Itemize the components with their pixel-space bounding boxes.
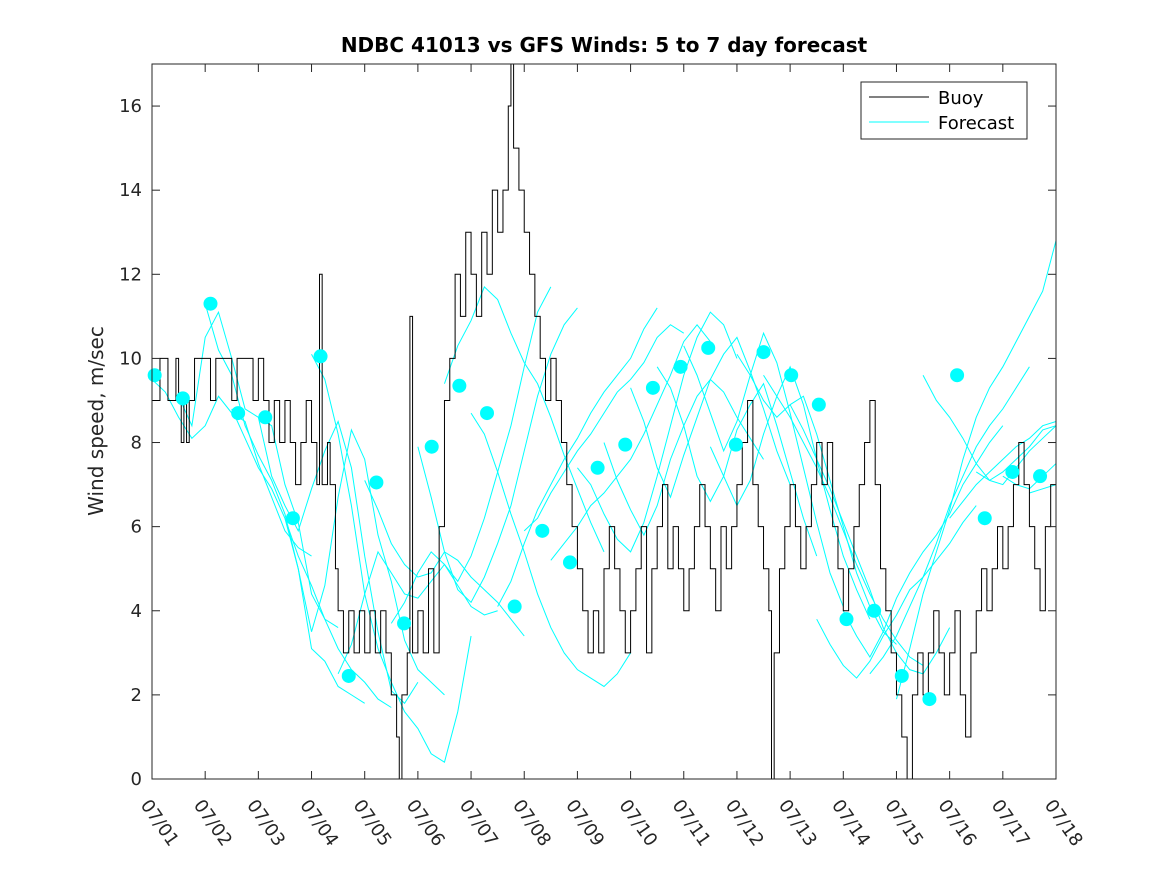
forecast-line [417,307,578,604]
x-tick-label: 07/16 [934,796,981,851]
forecast-start-marker [480,406,495,421]
forecast-start-marker [784,368,799,383]
y-tick-label: 4 [131,601,142,622]
x-tick-label: 07/04 [295,796,342,851]
forecast-line [443,286,605,553]
forecast-start-marker [950,368,965,383]
forecast-line [231,408,392,708]
legend-label-buoy: Buoy [938,88,984,109]
forecast-line [656,366,818,557]
y-axis: 0 2 4 6 8 10 12 14 16 [119,96,1056,790]
forecast-start-marker [645,380,660,395]
x-tick-label: 07/14 [827,796,874,851]
forecast-start-marker [424,439,439,454]
y-tick-label: 0 [131,769,142,790]
y-tick-label: 12 [119,264,142,285]
forecast-start-marker [285,511,300,526]
forecast-start-marker [756,345,771,360]
forecast-line [683,331,844,607]
forecast-line [337,550,498,675]
buoy-series [152,63,1057,780]
forecast-start-marker [452,378,467,393]
x-tick-label: 07/08 [508,796,555,851]
legend-box [860,81,1028,140]
forecast-start-markers [147,296,1048,707]
forecast-start-marker [701,340,716,355]
x-tick-label: 07/01 [136,796,183,851]
forecast-start-marker [203,296,218,311]
y-axis-label: Wind speed, m/sec [84,326,108,516]
forecast-line [284,428,445,696]
forecast-line [763,374,924,666]
forecast-start-marker [562,555,577,570]
x-tick-label: 07/05 [349,796,396,851]
forecast-start-marker [147,368,162,383]
x-tick-label: 07/09 [561,796,608,851]
forecast-start-marker [369,475,384,490]
forecast-start-marker [811,397,826,412]
chart-title: NDBC 41013 vs GFS Winds: 5 to 7 day fore… [341,33,868,57]
y-tick-label: 6 [131,517,142,538]
forecast-line [497,307,658,607]
forecast-start-marker [507,599,522,614]
forecast-start-marker [977,511,992,526]
forecast-start-marker [839,612,854,627]
plot-frame [151,63,1057,780]
forecast-line [869,366,1030,675]
y-tick-label: 8 [131,433,142,454]
forecast-line [895,240,1057,700]
forecast-start-marker [258,410,273,425]
forecast-start-marker [175,391,190,406]
legend: Buoy Forecast [860,81,1028,140]
forecast-start-marker [341,668,356,683]
forecast-line [630,336,791,499]
forecast-start-marker [922,692,937,707]
x-tick-label: 07/02 [189,796,236,851]
forecast-start-marker [867,603,882,618]
forecast-start-marker [231,406,246,421]
x-tick-label: 07/13 [774,796,821,851]
plot-area [152,64,1056,779]
forecast-line [1029,484,1057,494]
forecast-line [577,311,738,553]
x-tick-label: 07/11 [668,796,715,851]
forecast-start-marker [397,616,412,631]
x-tick-label: 07/03 [242,796,289,851]
forecast-start-marker [590,460,605,475]
forecast-line [523,324,685,532]
forecast-line [949,421,1057,519]
x-tick-label: 07/06 [402,796,449,851]
legend-label-forecast: Forecast [938,113,1014,134]
x-tick-label: 07/12 [721,796,768,851]
forecast-start-marker [535,523,550,538]
forecast-start-marker [1033,469,1048,484]
forecast-start-marker [618,437,633,452]
buoy-line-path [152,63,1057,780]
y-tick-label: 16 [119,96,142,117]
forecast-start-marker [673,359,688,374]
x-tick-label: 07/15 [880,796,927,851]
y-tick-label: 14 [119,180,142,201]
x-tick-label: 07/17 [987,796,1034,851]
y-tick-label: 2 [131,685,142,706]
forecast-start-marker [313,349,328,364]
y-tick-label: 10 [119,348,142,369]
forecast-start-marker [894,668,909,683]
forecast-start-marker [728,437,743,452]
forecast-line [390,286,552,624]
x-tick-label: 07/18 [1040,796,1087,851]
forecast-start-marker [1005,464,1020,479]
x-tick-label: 07/07 [455,796,502,851]
x-tick-label: 07/10 [614,796,661,851]
forecast-line [816,505,977,679]
forecast-line [470,412,632,688]
